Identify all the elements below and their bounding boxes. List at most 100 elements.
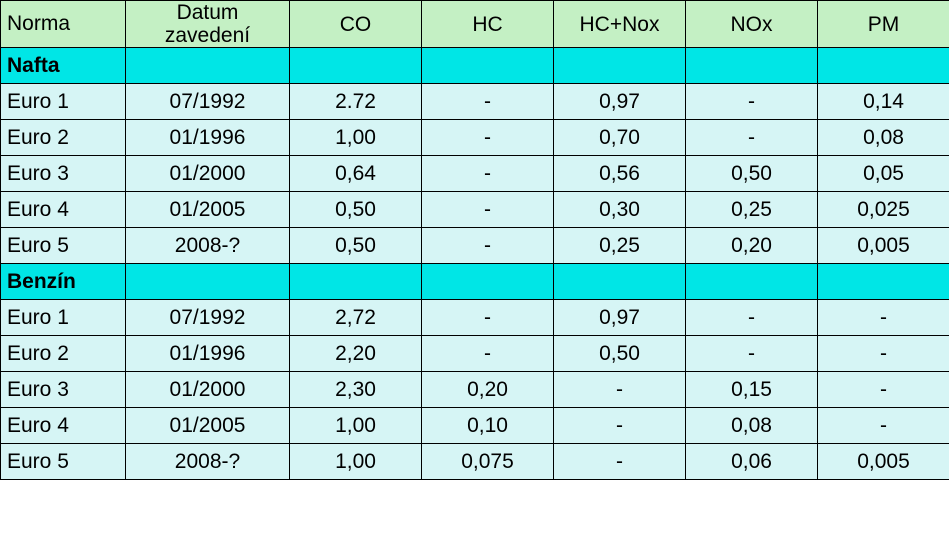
table-row: Euro 401/20050,50-0,300,250,025 — [1, 192, 949, 228]
section-empty-cell — [686, 48, 818, 84]
cell-nox: 0,20 — [686, 228, 818, 264]
cell-hc: - — [422, 192, 554, 228]
section-empty-cell — [818, 264, 949, 300]
col-hc: HC — [422, 1, 554, 48]
cell-hc: 0,20 — [422, 372, 554, 408]
cell-pm: 0,05 — [818, 156, 949, 192]
table-row: Euro 107/19922,72-0,97-- — [1, 300, 949, 336]
cell-hcnox: 0,30 — [554, 192, 686, 228]
cell-norma: Euro 2 — [1, 120, 126, 156]
cell-hcnox: - — [554, 372, 686, 408]
section-title: Benzín — [1, 264, 126, 300]
emissions-table: Norma Datum zavedení CO HC HC+Nox NOx PM… — [0, 0, 949, 480]
section-empty-cell — [290, 264, 422, 300]
cell-norma: Euro 4 — [1, 192, 126, 228]
table-row: Euro 52008-?0,50-0,250,200,005 — [1, 228, 949, 264]
cell-norma: Euro 1 — [1, 84, 126, 120]
cell-norma: Euro 4 — [1, 408, 126, 444]
cell-hc: - — [422, 84, 554, 120]
section-empty-cell — [554, 264, 686, 300]
cell-co: 1,00 — [290, 408, 422, 444]
cell-co: 0,64 — [290, 156, 422, 192]
section-empty-cell — [686, 264, 818, 300]
cell-co: 2,72 — [290, 300, 422, 336]
cell-datum: 2008-? — [126, 228, 290, 264]
cell-pm: 0,025 — [818, 192, 949, 228]
cell-hcnox: 0,56 — [554, 156, 686, 192]
header-row: Norma Datum zavedení CO HC HC+Nox NOx PM — [1, 1, 949, 48]
cell-pm: 0,08 — [818, 120, 949, 156]
cell-pm: - — [818, 300, 949, 336]
cell-datum: 07/1992 — [126, 84, 290, 120]
cell-nox: - — [686, 336, 818, 372]
col-datum: Datum zavedení — [126, 1, 290, 48]
cell-nox: 0,50 — [686, 156, 818, 192]
cell-pm: - — [818, 372, 949, 408]
table-row: Euro 301/20000,64-0,560,500,05 — [1, 156, 949, 192]
cell-norma: Euro 2 — [1, 336, 126, 372]
cell-co: 2.72 — [290, 84, 422, 120]
cell-pm: 0,14 — [818, 84, 949, 120]
cell-co: 2,20 — [290, 336, 422, 372]
section-empty-cell — [422, 48, 554, 84]
cell-hcnox: 0,97 — [554, 84, 686, 120]
cell-pm: 0,005 — [818, 444, 949, 480]
section-empty-cell — [818, 48, 949, 84]
col-pm: PM — [818, 1, 949, 48]
cell-norma: Euro 3 — [1, 156, 126, 192]
cell-hcnox: 0,50 — [554, 336, 686, 372]
cell-pm: 0,005 — [818, 228, 949, 264]
cell-hcnox: 0,25 — [554, 228, 686, 264]
cell-norma: Euro 3 — [1, 372, 126, 408]
section-empty-cell — [422, 264, 554, 300]
table-row: Euro 201/19962,20-0,50-- — [1, 336, 949, 372]
section-row: Nafta — [1, 48, 949, 84]
cell-hc: - — [422, 120, 554, 156]
cell-nox: 0,06 — [686, 444, 818, 480]
section-empty-cell — [126, 48, 290, 84]
table-body: NaftaEuro 107/19922.72-0,97-0,14Euro 201… — [1, 48, 949, 480]
cell-datum: 01/1996 — [126, 120, 290, 156]
cell-pm: - — [818, 408, 949, 444]
cell-nox: 0,25 — [686, 192, 818, 228]
cell-hc: - — [422, 300, 554, 336]
cell-datum: 01/2000 — [126, 156, 290, 192]
table-row: Euro 107/19922.72-0,97-0,14 — [1, 84, 949, 120]
cell-hc: - — [422, 228, 554, 264]
section-title: Nafta — [1, 48, 126, 84]
cell-norma: Euro 5 — [1, 228, 126, 264]
section-empty-cell — [554, 48, 686, 84]
cell-hc: - — [422, 336, 554, 372]
cell-datum: 01/2005 — [126, 192, 290, 228]
section-empty-cell — [290, 48, 422, 84]
cell-nox: - — [686, 300, 818, 336]
cell-co: 0,50 — [290, 228, 422, 264]
section-row: Benzín — [1, 264, 949, 300]
cell-nox: 0,08 — [686, 408, 818, 444]
cell-nox: - — [686, 84, 818, 120]
table-row: Euro 52008-?1,000,075-0,060,005 — [1, 444, 949, 480]
cell-nox: 0,15 — [686, 372, 818, 408]
col-nox: NOx — [686, 1, 818, 48]
cell-co: 1,00 — [290, 120, 422, 156]
cell-co: 2,30 — [290, 372, 422, 408]
cell-datum: 07/1992 — [126, 300, 290, 336]
cell-hc: 0,10 — [422, 408, 554, 444]
col-norma: Norma — [1, 1, 126, 48]
table-row: Euro 401/20051,000,10-0,08- — [1, 408, 949, 444]
cell-hcnox: - — [554, 444, 686, 480]
cell-co: 0,50 — [290, 192, 422, 228]
cell-datum: 2008-? — [126, 444, 290, 480]
cell-norma: Euro 1 — [1, 300, 126, 336]
cell-hcnox: 0,70 — [554, 120, 686, 156]
col-co: CO — [290, 1, 422, 48]
col-hcnox: HC+Nox — [554, 1, 686, 48]
cell-hcnox: - — [554, 408, 686, 444]
table-row: Euro 201/19961,00-0,70-0,08 — [1, 120, 949, 156]
cell-pm: - — [818, 336, 949, 372]
cell-norma: Euro 5 — [1, 444, 126, 480]
cell-datum: 01/2005 — [126, 408, 290, 444]
cell-hc: 0,075 — [422, 444, 554, 480]
cell-datum: 01/2000 — [126, 372, 290, 408]
section-empty-cell — [126, 264, 290, 300]
